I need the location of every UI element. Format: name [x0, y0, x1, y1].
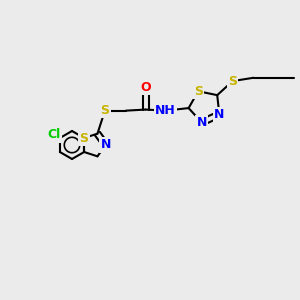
Text: O: O: [140, 81, 151, 94]
Text: N: N: [196, 116, 207, 129]
Text: NH: NH: [155, 104, 176, 117]
Text: N: N: [214, 108, 224, 121]
Text: S: S: [80, 131, 88, 145]
Text: S: S: [194, 85, 203, 98]
Text: S: S: [228, 75, 237, 88]
Text: S: S: [100, 104, 109, 117]
Text: N: N: [100, 139, 111, 152]
Text: Cl: Cl: [48, 128, 61, 141]
